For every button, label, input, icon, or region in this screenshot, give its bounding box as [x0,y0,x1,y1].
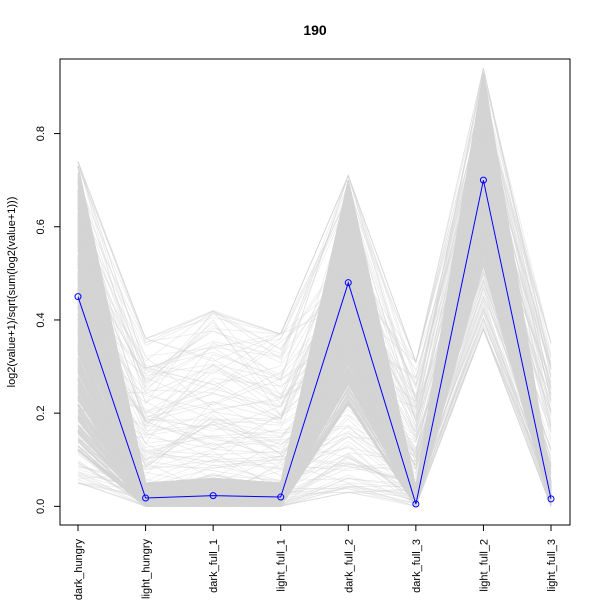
background-line [77,72,552,491]
x-tick-label-dark_full_3: dark_full_3 [411,539,423,593]
x-axis: dark_hungry light_hungry dark_full_1 light_… [73,524,558,600]
highlight-point-light_full_2 [479,176,487,184]
background-line [77,75,552,403]
x-tick-label-light_full_1: light_full_1 [276,539,288,592]
y-tick-label: 0.6 [35,219,47,234]
background-line [77,68,552,422]
highlight-point-dark_hungry [74,293,82,301]
background-line [77,164,552,500]
highlight-point-light_full_3 [547,495,555,503]
highlight-series [74,176,555,508]
background-line [77,295,552,486]
highlight-line [77,180,552,505]
highlight-point-light_full_1 [277,493,285,501]
y-tick-label: 0.2 [35,406,47,421]
x-tick-label-dark_full_1: dark_full_1 [208,539,220,593]
highlight-point-dark_full_3 [412,500,420,508]
background-line [77,111,552,494]
background-line [77,68,552,371]
background-line [77,243,552,507]
background-line [77,78,552,490]
background-line [77,285,552,484]
background-line [77,89,552,385]
x-tick-label-light_full_3: light_full_3 [546,539,558,592]
background-line [77,90,552,383]
y-tick-label: 0.4 [35,312,47,327]
background-line [77,68,552,395]
y-axis: 0.0 0.2 0.4 0.6 0.8 [35,126,61,514]
background-line [77,186,552,498]
x-tick-label-dark_hungry: dark_hungry [73,539,85,600]
x-tick-label-light_hungry: light_hungry [141,539,153,599]
y-tick-label: 0.8 [35,126,47,141]
background-line [77,151,552,496]
background-line [77,76,552,364]
chart-title: 190 [303,22,327,38]
highlight-point-dark_full_2 [344,279,352,287]
background-profile-lines [77,68,552,509]
highlight-point-light_hungry [142,494,150,502]
x-tick-label-light_full_2: light_full_2 [478,539,490,592]
background-line [77,68,552,407]
y-tick-label: 0.0 [35,499,47,514]
background-line [77,145,552,494]
background-line [77,199,552,504]
background-line [77,262,552,507]
y-axis-label: log2(value+1)/sqrt(sum(log2(value+1))) [6,197,18,388]
background-line [77,68,552,410]
highlight-point-dark_full_1 [209,492,217,500]
x-tick-label-dark_full_2: dark_full_2 [343,539,355,593]
